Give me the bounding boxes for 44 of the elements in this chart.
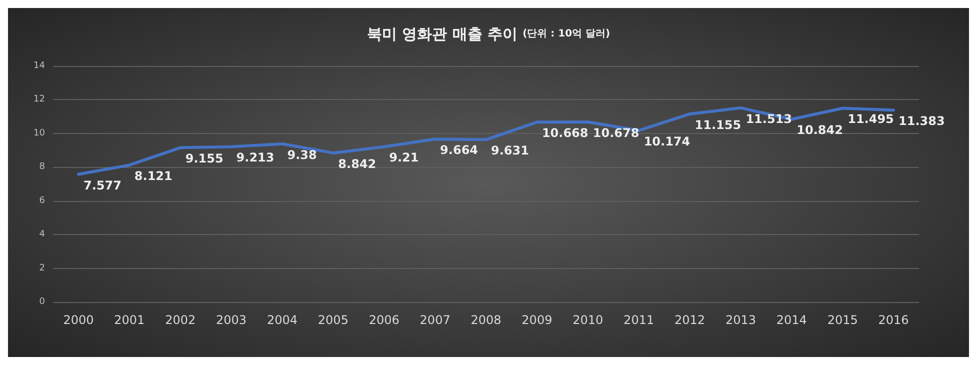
x-tick-label: 2016 [878, 313, 909, 327]
chart-title: 북미 영화관 매출 추이 [366, 25, 518, 43]
y-tick-label: 4 [39, 230, 46, 240]
y-tick-label: 8 [39, 162, 46, 172]
x-tick-label: 2014 [776, 313, 807, 327]
y-tick-label: 10 [34, 128, 46, 138]
x-tick-label: 2004 [266, 313, 298, 327]
x-tick-label: 2009 [522, 313, 552, 327]
x-tick-label: 2015 [827, 313, 858, 327]
y-tick-label: 14 [34, 61, 46, 71]
data-label: 10.174 [644, 134, 690, 148]
x-tick-label: 2011 [624, 313, 654, 327]
chart-subtitle: (단위 : 10억 달러) [522, 28, 610, 40]
y-tick-label: 6 [39, 196, 46, 206]
data-label: 11.155 [694, 118, 742, 132]
data-label: 11.495 [848, 112, 894, 126]
data-label: 9.155 [185, 152, 224, 166]
x-tick-label: 2000 [63, 313, 94, 327]
data-label: 10.678 [592, 126, 640, 140]
data-label: 9.631 [491, 144, 529, 158]
data-label: 9.21 [389, 150, 419, 165]
x-tick-label: 2002 [165, 313, 196, 327]
data-label: 8.842 [338, 156, 376, 171]
data-label: 7.577 [83, 178, 122, 192]
data-label: 9.38 [287, 148, 317, 162]
x-tick-label: 2005 [318, 313, 348, 327]
x-tick-label: 2007 [420, 313, 450, 327]
x-tick-label: 2001 [114, 313, 145, 327]
data-label: 11.383 [898, 114, 945, 128]
y-tick-label: 0 [39, 297, 46, 307]
x-tick-label: 2006 [368, 313, 400, 327]
x-tick-label: 2010 [572, 313, 604, 327]
data-label: 9.664 [440, 143, 478, 158]
data-label: 10.668 [542, 126, 588, 140]
x-tick-label: 2008 [470, 313, 502, 327]
x-tick-label: 2003 [216, 313, 247, 327]
data-label: 8.121 [134, 169, 172, 184]
x-tick-label: 2012 [674, 313, 706, 327]
x-tick-label: 2013 [725, 313, 756, 327]
data-label: 10.842 [796, 123, 843, 138]
data-label: 11.513 [746, 112, 792, 126]
data-label: 9.213 [236, 150, 274, 165]
y-tick-label: 12 [34, 94, 45, 105]
y-tick-label: 2 [39, 263, 45, 274]
